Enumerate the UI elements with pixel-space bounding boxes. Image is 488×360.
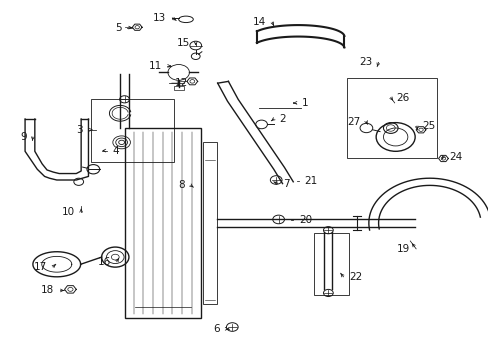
Text: 27: 27 (346, 117, 360, 127)
Text: 10: 10 (62, 207, 75, 217)
Bar (91, 99, 173, 162)
Text: 8: 8 (178, 180, 184, 190)
Text: 20: 20 (299, 215, 312, 225)
Text: 6: 6 (213, 324, 220, 334)
Text: 16: 16 (98, 257, 111, 267)
Text: 4: 4 (113, 145, 119, 156)
Text: 26: 26 (396, 93, 409, 103)
Text: 14: 14 (253, 17, 266, 27)
Text: 5: 5 (115, 23, 122, 33)
Bar (173, 86, 183, 90)
Text: 3: 3 (76, 125, 82, 135)
Text: 18: 18 (41, 285, 54, 296)
Text: 9: 9 (20, 132, 27, 142)
Text: 1: 1 (302, 98, 308, 108)
Text: 22: 22 (348, 272, 362, 282)
Bar (346, 78, 436, 158)
Text: 11: 11 (148, 61, 161, 71)
Text: 25: 25 (422, 121, 435, 131)
Bar (125, 128, 200, 318)
Text: 21: 21 (304, 176, 317, 186)
Text: 24: 24 (448, 152, 462, 162)
Text: 2: 2 (279, 114, 285, 124)
Bar (314, 233, 348, 296)
Bar (202, 142, 217, 304)
Text: 7: 7 (283, 179, 289, 189)
Text: 23: 23 (359, 57, 372, 67)
Text: 13: 13 (153, 13, 166, 23)
Text: 19: 19 (396, 244, 409, 254)
Text: 12: 12 (174, 78, 188, 88)
Text: 15: 15 (176, 38, 189, 48)
Text: 17: 17 (34, 262, 47, 272)
